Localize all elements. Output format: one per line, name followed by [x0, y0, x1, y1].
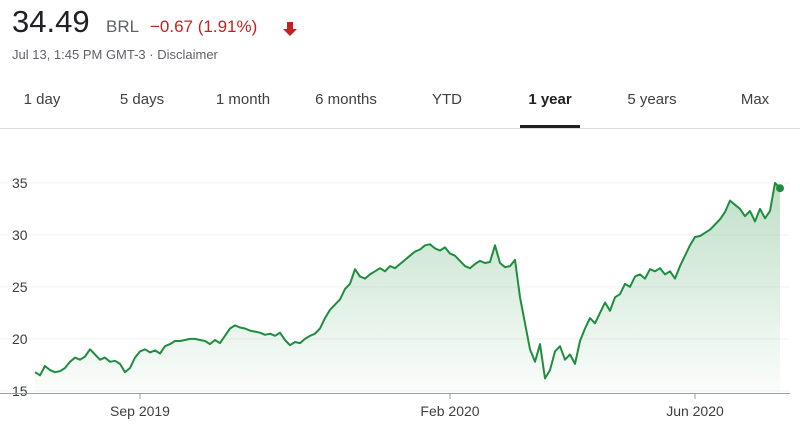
tab[interactable]: 5 years	[627, 91, 676, 108]
y-tick-label: 35	[12, 175, 28, 191]
area	[35, 182, 780, 393]
tab[interactable]: Max	[741, 91, 770, 108]
timestamp: Jul 13, 1:45 PM GMT-3 · Disclaimer	[12, 47, 219, 62]
tab[interactable]: 1 month	[216, 91, 270, 108]
tab[interactable]: 6 months	[315, 91, 377, 108]
tab-underline	[520, 125, 580, 128]
x-tick-label: Feb 2020	[420, 403, 479, 419]
y-tick-label: 30	[12, 227, 28, 243]
y-tick-label: 15	[12, 383, 28, 399]
price-line	[34, 181, 781, 380]
x-tick-label: Jun 2020	[666, 403, 724, 419]
tab[interactable]: 1 day	[24, 91, 61, 108]
tab-bar: 1 day 5 days 1 month 6 months YTD 1 year 5 yea…	[24, 91, 770, 128]
y-tick-label: 25	[12, 279, 28, 295]
price: 34.49	[12, 4, 90, 39]
tab[interactable]: YTD	[432, 91, 462, 108]
down-arrow	[283, 22, 297, 36]
change: −0.67 (1.91%)	[150, 17, 257, 36]
currency: BRL	[106, 17, 139, 36]
last-point	[776, 184, 784, 193]
tab[interactable]: 1 year	[528, 91, 572, 108]
x-tick-label: Sep 2019	[110, 403, 170, 419]
chart: 15 20 25 30 35 Sep 2019 Feb 2020 Jun 2020	[0, 175, 790, 419]
y-tick-label: 20	[12, 331, 28, 347]
tab[interactable]: 5 days	[120, 91, 164, 108]
